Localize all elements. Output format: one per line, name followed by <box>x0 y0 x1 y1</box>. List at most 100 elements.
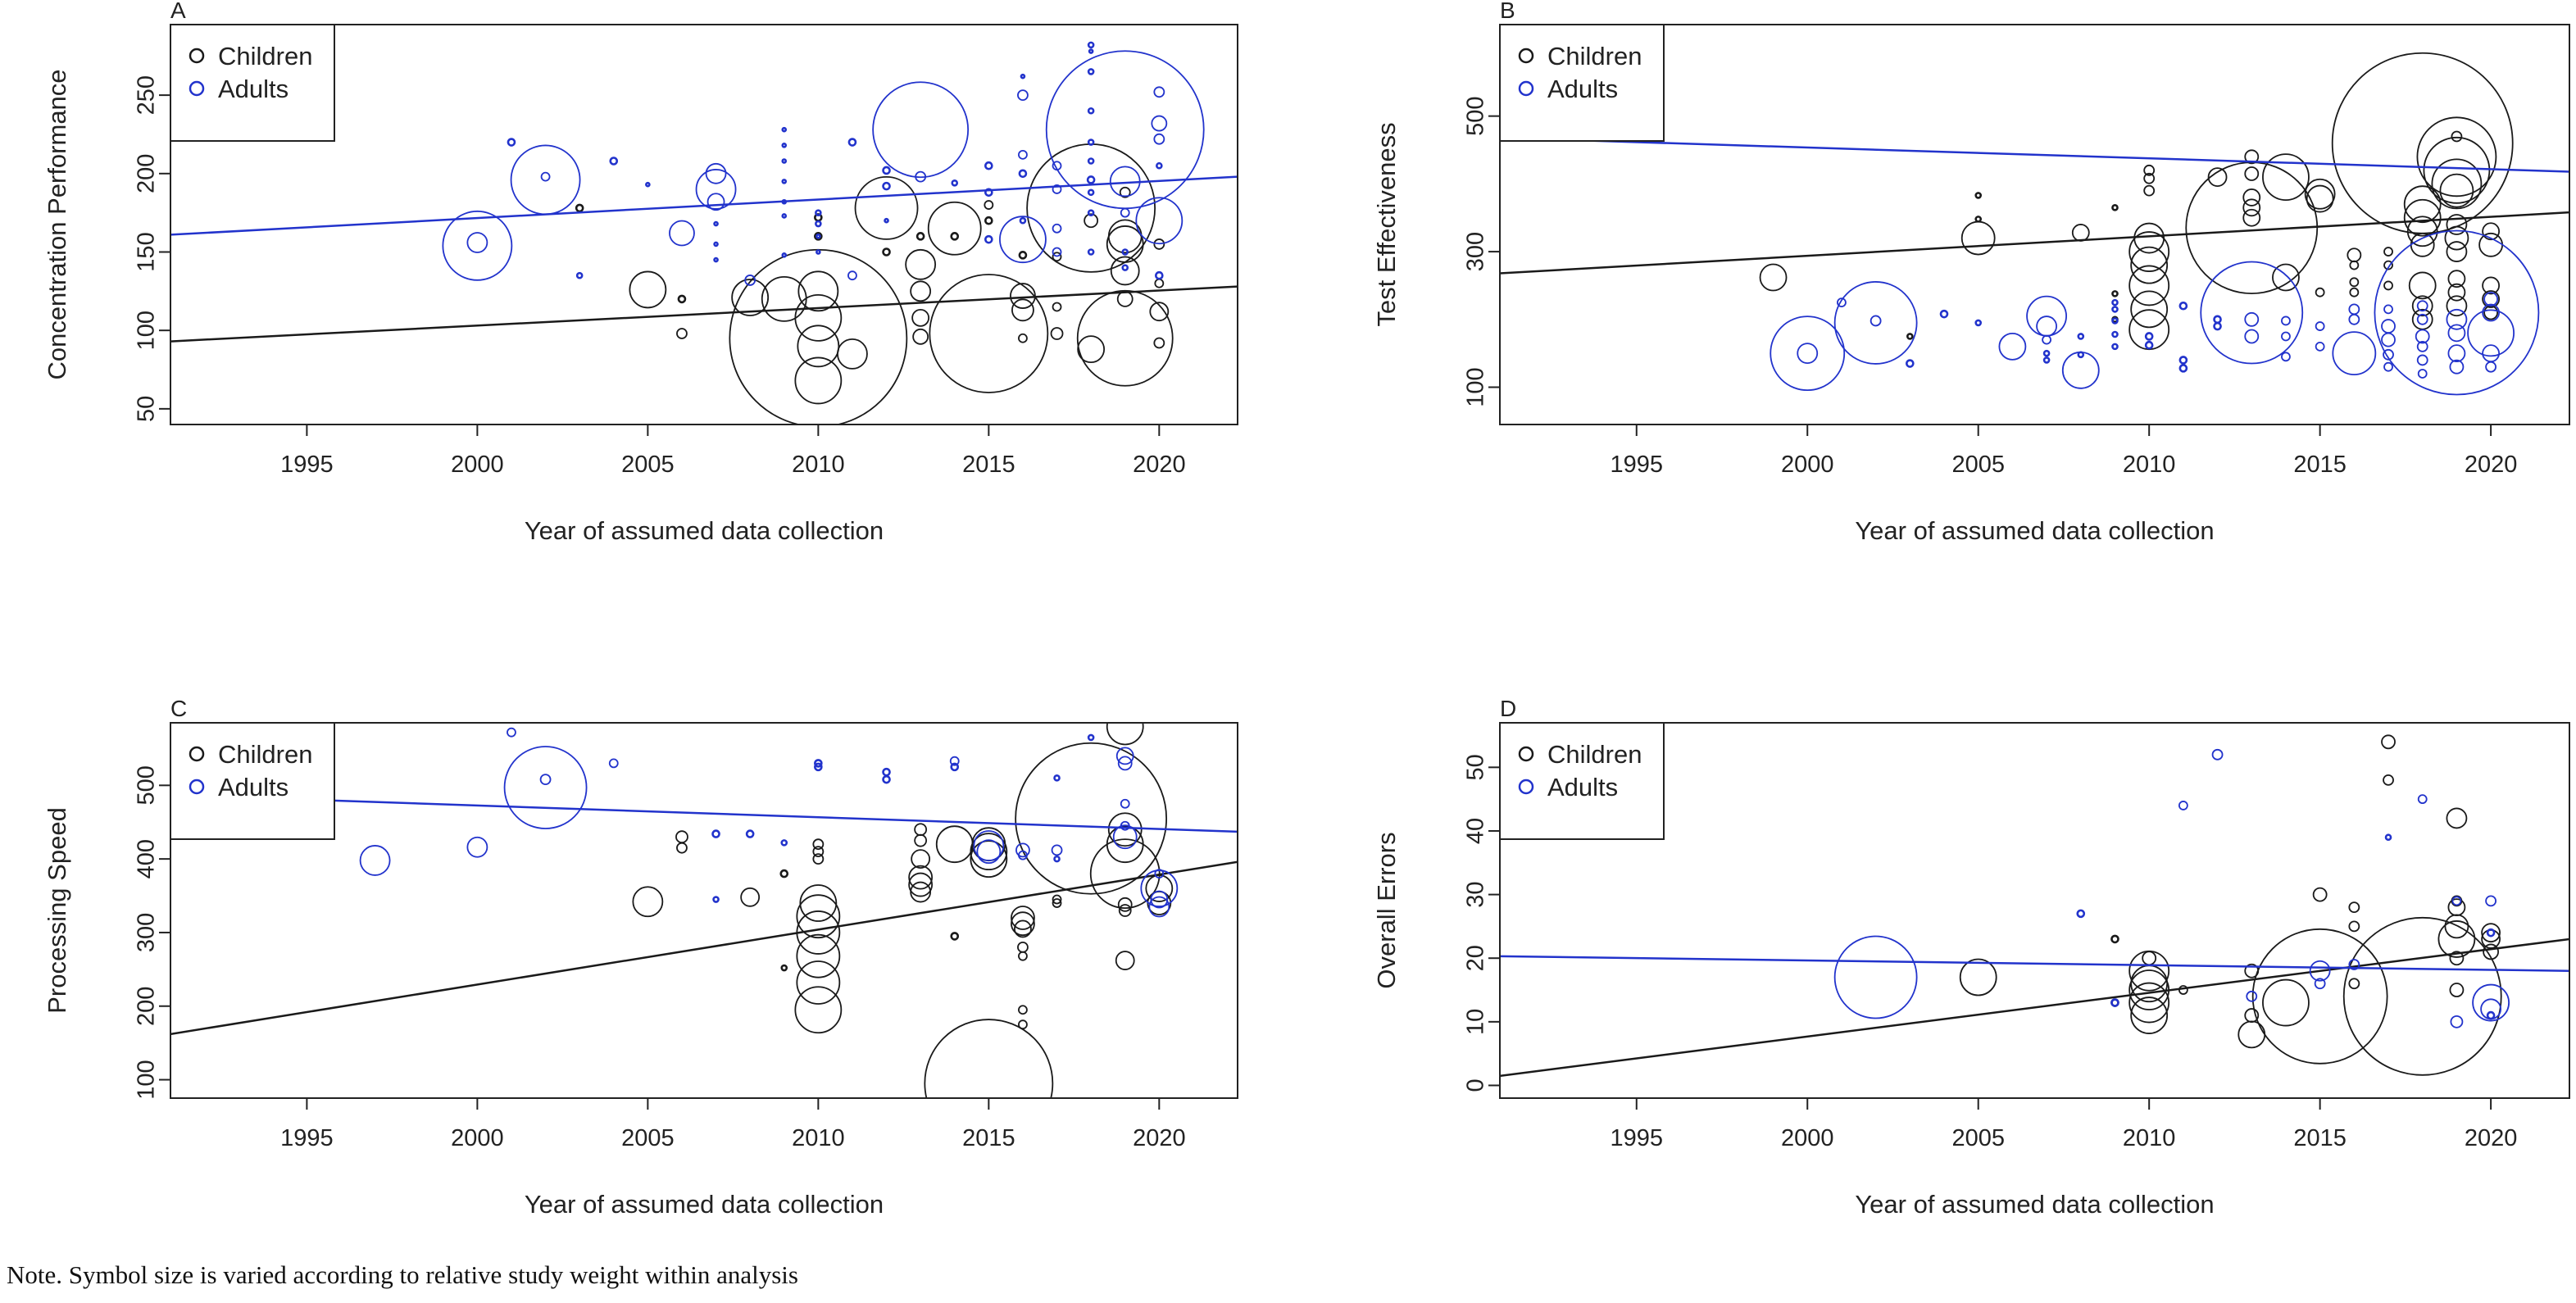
legend-label-adults: Adults <box>218 75 288 103</box>
data-point-children <box>1106 723 1144 746</box>
data-point-adults <box>669 220 695 247</box>
data-point-adults <box>2486 1010 2496 1020</box>
data-point-children <box>2111 204 2119 211</box>
chart-panel-b: B 1995 2000 2005 2010 2015 2020 100 300 500 Year o… <box>1372 0 2570 545</box>
data-point-adults <box>1019 216 1027 225</box>
data-point-children <box>2449 951 2465 966</box>
data-point-adults <box>1140 869 1179 907</box>
data-point-children <box>2242 208 2261 227</box>
data-point-adults <box>2076 909 2086 919</box>
legend-label-adults: Adults <box>218 773 288 801</box>
legend-label-adults: Adults <box>1547 75 1618 103</box>
data-point-children <box>854 176 919 240</box>
data-point-adults <box>2381 319 2396 334</box>
data-point-children <box>2383 774 2394 786</box>
data-point-adults <box>1998 332 2027 361</box>
data-point-adults <box>2467 309 2515 357</box>
data-point-adults <box>540 171 551 182</box>
data-point-children <box>2446 807 2468 829</box>
data-point-adults <box>973 830 1005 861</box>
data-point-adults <box>1120 798 1130 809</box>
x-tick-label: 2000 <box>451 1125 504 1151</box>
data-point-children <box>796 933 841 978</box>
trend-line-adults <box>170 793 1238 833</box>
data-point-adults <box>2309 960 2331 982</box>
x-axis-title: Year of assumed data collection <box>525 516 884 545</box>
data-point-children <box>812 853 825 865</box>
data-point-adults <box>2374 229 2540 396</box>
data-point-adults <box>2178 301 2188 311</box>
data-point-adults <box>2449 359 2465 375</box>
data-point-children <box>2483 943 2500 960</box>
data-point-children <box>1153 337 1165 349</box>
y-tick-label: 10 <box>1463 1009 1489 1035</box>
plot-frame <box>1499 24 2570 425</box>
data-point-adults <box>1020 73 1026 79</box>
data-point-adults <box>507 727 516 738</box>
data-point-adults <box>882 774 891 784</box>
data-point-adults <box>2042 334 2051 345</box>
data-point-adults <box>2042 349 2051 357</box>
data-point-adults <box>1148 896 1170 918</box>
data-point-adults <box>2111 306 2119 313</box>
data-point-children <box>1011 906 1035 930</box>
data-point-adults <box>2383 361 2393 372</box>
data-point-children <box>1116 291 1134 307</box>
data-point-adults <box>510 144 581 216</box>
legend-symbol-children <box>1518 48 1534 64</box>
data-point-children <box>2446 214 2468 235</box>
data-point-children <box>1011 298 1034 322</box>
data-point-children <box>910 280 932 302</box>
data-point-children <box>677 294 687 304</box>
data-point-adults <box>815 220 822 228</box>
data-point-children <box>2133 222 2165 254</box>
data-point-children <box>2128 231 2170 272</box>
data-point-adults <box>1018 149 1028 160</box>
chart-data-layer <box>170 41 1238 424</box>
data-point-children <box>2130 290 2169 329</box>
data-point-children <box>814 232 823 241</box>
data-point-children <box>2431 158 2483 210</box>
data-point-children <box>2143 184 2156 197</box>
data-point-children <box>1084 213 1099 229</box>
data-point-children <box>729 248 908 424</box>
y-tick-label: 100 <box>134 1060 160 1099</box>
data-point-adults <box>984 161 993 170</box>
legend-box <box>170 722 335 840</box>
chart-data-layer <box>1500 734 2569 1078</box>
data-point-children <box>2446 295 2468 317</box>
data-point-adults <box>1112 824 1138 850</box>
data-point-adults <box>2416 300 2428 312</box>
chart-panel-a: A 1995 2000 2005 2010 2015 2020 50 100 150 200 250 Y… <box>43 0 1238 545</box>
data-point-children <box>812 846 825 858</box>
data-point-children <box>2331 52 2514 234</box>
legend-symbol-adults <box>189 779 205 795</box>
data-point-children <box>908 872 934 897</box>
data-point-children <box>2207 167 2228 188</box>
y-tick-label: 0 <box>1463 1078 1489 1092</box>
legend-symbol-children <box>1518 746 1534 762</box>
data-point-children <box>2111 290 2119 297</box>
trend-line-children <box>1500 211 2569 275</box>
data-point-children <box>2444 225 2469 251</box>
data-point-children <box>2143 164 2156 176</box>
data-point-children <box>1107 812 1143 847</box>
data-point-adults <box>1087 248 1095 256</box>
data-point-adults <box>1156 161 1163 170</box>
legend-label-children: Children <box>218 740 312 769</box>
data-point-adults <box>2213 315 2222 325</box>
x-tick-label: 2015 <box>962 452 1015 478</box>
data-point-children <box>2383 247 2393 257</box>
panel-letter: C <box>170 696 187 721</box>
data-point-children <box>1974 216 1983 223</box>
data-point-adults <box>847 270 857 281</box>
data-point-adults <box>816 234 821 239</box>
data-point-adults <box>1154 869 1165 879</box>
data-point-children <box>2128 950 2170 992</box>
data-point-children <box>1906 333 1914 340</box>
data-point-adults <box>814 762 823 772</box>
data-point-adults <box>950 762 960 772</box>
data-point-adults <box>2348 313 2360 325</box>
data-point-adults <box>2486 928 2496 938</box>
x-tick-label: 2005 <box>1951 1125 2005 1151</box>
